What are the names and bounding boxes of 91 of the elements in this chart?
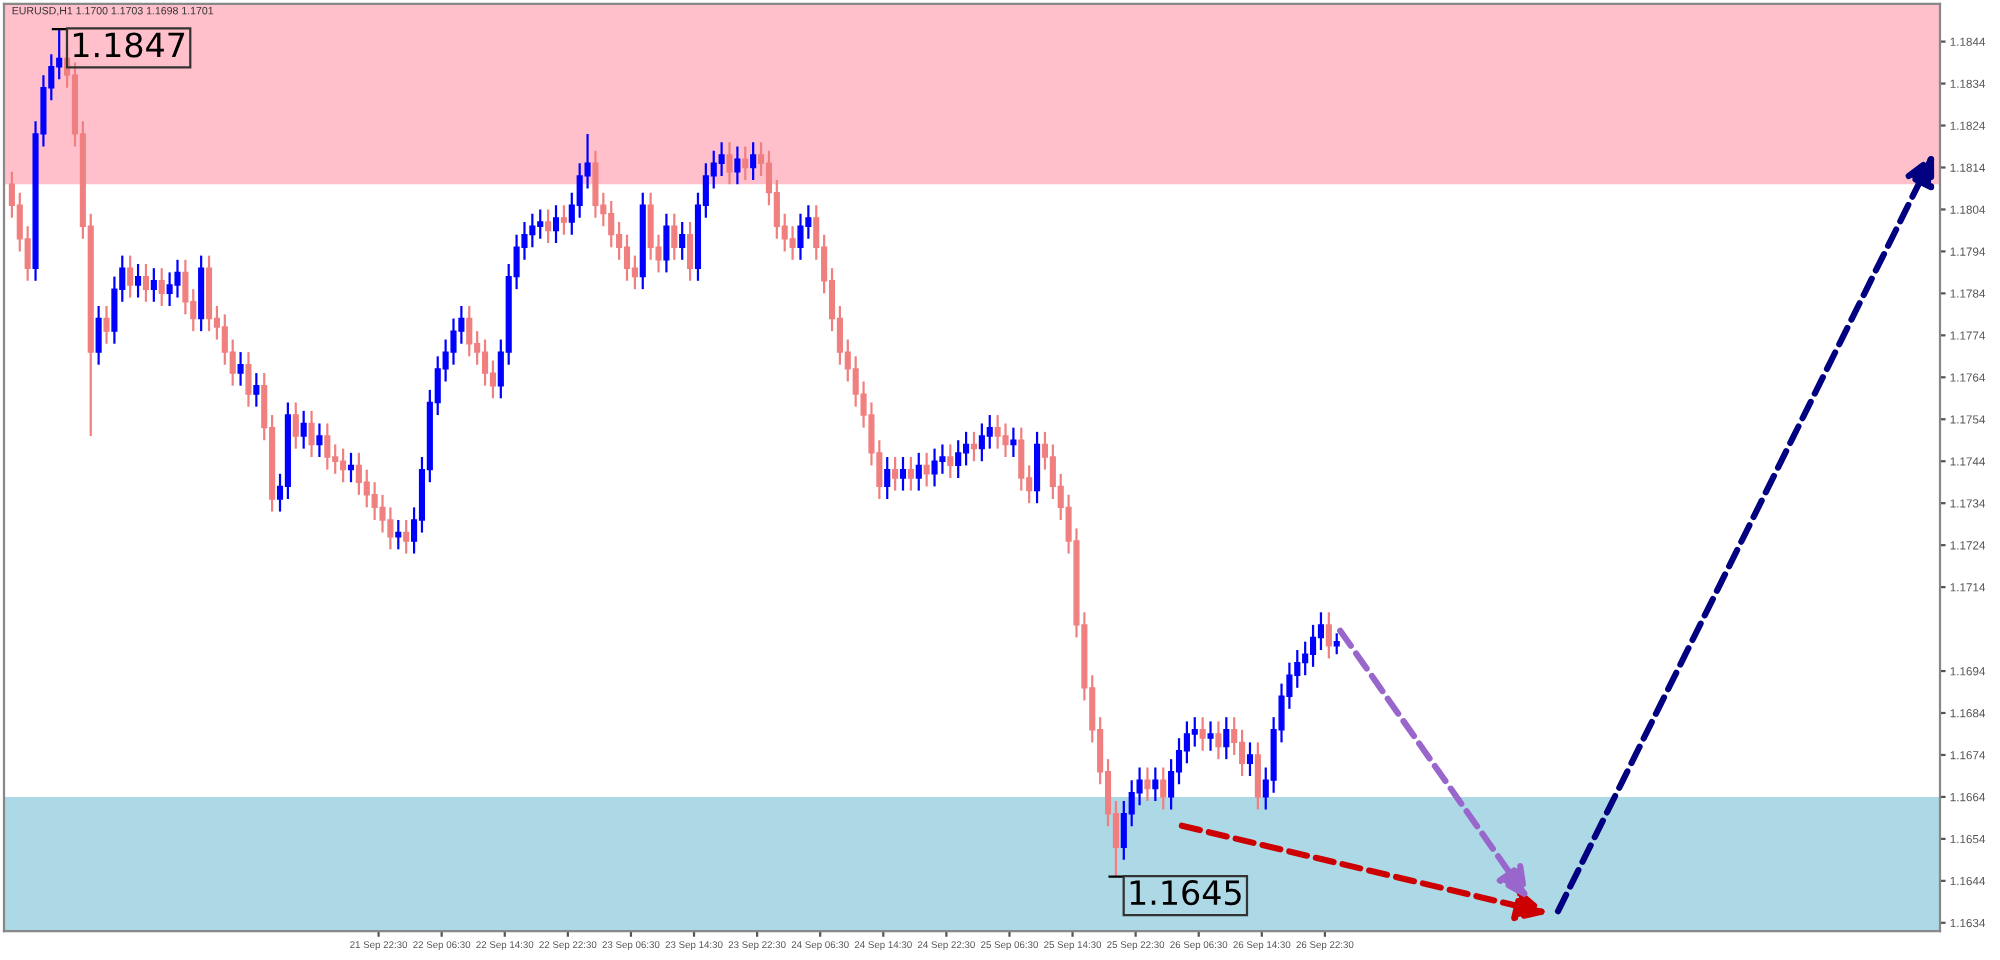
candlestick: [1333, 632, 1340, 656]
candlestick: [1231, 716, 1238, 757]
candlestick: [150, 267, 157, 303]
candlestick: [316, 422, 323, 459]
candlestick: [687, 220, 694, 282]
candlestick: [403, 518, 410, 555]
candlestick: [182, 258, 189, 316]
candlestick: [1002, 422, 1009, 459]
candlestick: [560, 204, 567, 236]
candlestick: [978, 422, 985, 463]
candlestick: [1144, 766, 1151, 803]
candlestick: [1310, 623, 1317, 668]
candlestick: [158, 267, 165, 308]
candlestick: [797, 212, 804, 261]
candlestick: [899, 455, 907, 492]
candlestick: [552, 204, 560, 245]
candlestick: [1246, 741, 1254, 778]
candlestick: [1215, 720, 1222, 761]
candlestick: [1302, 640, 1309, 677]
candlestick: [631, 254, 638, 291]
candlestick: [742, 145, 749, 182]
candlestick: [1325, 611, 1332, 660]
candlestick: [892, 455, 899, 492]
candlestick: [1191, 716, 1198, 748]
candlestick: [1018, 426, 1025, 492]
candlestick: [1199, 716, 1206, 752]
candlestick: [679, 220, 686, 261]
candlestick: [963, 430, 970, 467]
candlestick: [789, 225, 796, 261]
candlestick: [1136, 766, 1143, 807]
candlestick: [1168, 758, 1175, 811]
candlestick: [726, 141, 733, 186]
candlestick: [466, 304, 473, 358]
candlestick: [245, 351, 252, 408]
candlestick: [718, 141, 725, 177]
candlestick: [363, 468, 370, 509]
candlestick: [1160, 766, 1167, 811]
candlestick: [221, 313, 228, 366]
candlestick: [292, 401, 299, 450]
candlestick: [592, 149, 599, 219]
candlestick: [915, 451, 922, 492]
candlestick: [923, 451, 930, 488]
annotation: 1.1645: [1130, 880, 1241, 906]
candlestick: [1010, 426, 1017, 459]
candlestick: [1183, 720, 1190, 765]
candlestick: [355, 451, 362, 496]
annotation: 1.1847: [73, 32, 185, 58]
candlestick: [986, 413, 993, 450]
candlestick: [253, 372, 260, 408]
candlestick: [300, 409, 307, 450]
candlestick: [1239, 728, 1246, 778]
candlestick: [663, 212, 670, 274]
candlestick: [931, 447, 938, 488]
candlestick: [616, 220, 623, 261]
candlestick: [1049, 443, 1056, 501]
candlestick: [1207, 720, 1214, 752]
candlestick: [1120, 800, 1127, 861]
candlestick: [237, 351, 244, 387]
candlestick: [947, 443, 954, 480]
candlestick: [347, 451, 355, 484]
candlestick: [111, 275, 118, 345]
candlestick: [481, 338, 489, 387]
candlestick: [608, 199, 615, 249]
candlestick: [970, 430, 978, 463]
candlestick: [1317, 611, 1325, 652]
candlestick: [127, 254, 134, 299]
candlestick: [1254, 741, 1261, 811]
candlestick: [103, 304, 110, 345]
candlestick: [1152, 766, 1159, 803]
candlestick: [994, 413, 1001, 450]
candlestick: [907, 455, 914, 492]
candlestick: [623, 233, 631, 282]
candlestick: [135, 262, 142, 299]
candlestick: [489, 359, 496, 400]
candlestick: [537, 208, 544, 240]
candlestick: [545, 208, 552, 245]
candlestick: [174, 258, 181, 299]
candlestick: [340, 447, 347, 484]
candlestick: [142, 262, 150, 303]
candlestick: [671, 212, 678, 261]
candlestick: [332, 443, 339, 475]
candlestick: [884, 455, 891, 501]
candlestick: [395, 518, 402, 551]
candlestick: [308, 409, 315, 459]
candlestick: [734, 145, 741, 186]
candlestick: [95, 304, 102, 366]
candlestick: [1223, 716, 1230, 761]
candlestick: [324, 422, 331, 471]
candlestick: [1033, 430, 1041, 505]
candlestick: [955, 439, 962, 480]
candlestick: [750, 141, 757, 182]
